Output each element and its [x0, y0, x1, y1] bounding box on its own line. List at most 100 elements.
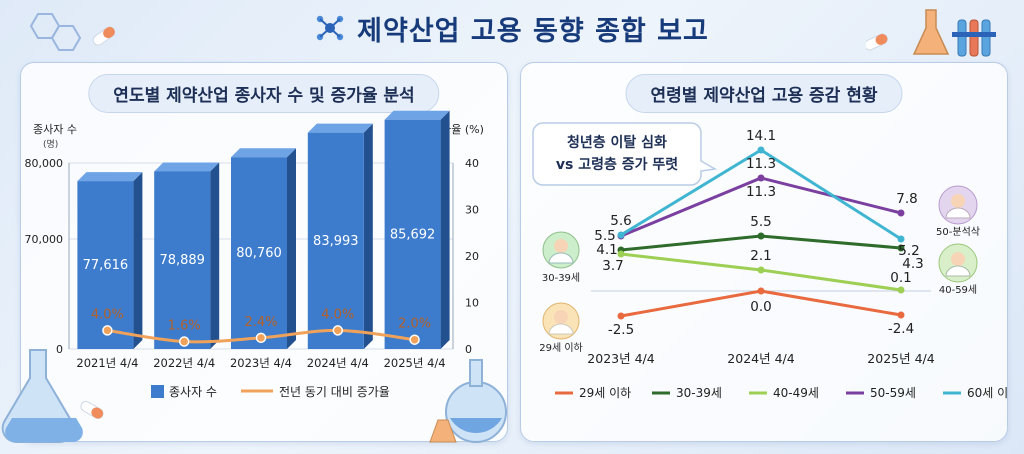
bar-group: 80,760 [231, 148, 296, 349]
avatar-30-39: 30-39세 [542, 231, 580, 284]
age-panel: 연령별 제약산업 고용 증감 현황 청년층 이탈 심화 vs 고령층 증가 뚜렷… [520, 62, 1008, 442]
extra-value-label: 11.3 [746, 156, 776, 172]
x-tick-label: 2025년 4/4 [867, 351, 934, 366]
bar-side [133, 172, 143, 349]
series-point [757, 146, 765, 154]
y-left-unit: (명) [43, 139, 58, 150]
age-series-lines: -2.50.0-2.44.15.54.33.72.10.15.511.3 7.85… [594, 128, 923, 338]
bar-value-label: 83,993 [313, 234, 359, 249]
y-left-tick: 0 [56, 343, 63, 356]
round-flask-icon [429, 359, 507, 443]
y-right-tick: 40 [465, 157, 479, 170]
series-value-label: 4.3 [902, 256, 923, 272]
bar-value-label: 85,692 [390, 227, 436, 242]
bar [154, 171, 211, 349]
bar-top [154, 162, 220, 172]
series-value-label: 11.3 [746, 184, 776, 200]
y-left-label: 종사자 수 [33, 123, 77, 136]
y-left-tick: 80,000 [25, 157, 64, 170]
age-x-axis: 2023년 4/4 2024년 4/4 2025년 4/4 [587, 351, 934, 366]
x-tick-label: 2023년 4/4 [230, 356, 292, 370]
legend-line-label: 전년 동기 대비 증가율 [279, 385, 390, 399]
left-legend: 종사자 수 전년 동기 대비 증가율 [151, 385, 390, 399]
growth-value-label: 4.0% [91, 307, 124, 322]
bar-value-label: 80,760 [236, 246, 282, 261]
legend-item: 50-59세 [846, 386, 916, 400]
page-title: 제약산업 고용 동향 종합 보고 [357, 15, 709, 47]
series-point [897, 209, 905, 217]
series-point [617, 250, 625, 258]
y-right-tick: 0 [465, 343, 472, 356]
employment-panel-title: 연도별 제약산업 종사자 수 및 증가율 분석 [88, 74, 440, 113]
series-point [897, 235, 905, 243]
growth-point [332, 325, 344, 336]
legend-label: 50-59세 [870, 386, 916, 400]
series-point [757, 174, 765, 182]
bar-group: 78,889 [154, 162, 220, 349]
series-value-label: 4.1 [596, 242, 617, 258]
x-tick-label: 2024년 4/4 [307, 356, 369, 370]
growth-value-label: 2.0% [398, 317, 431, 332]
growth-value-label: 1.6% [168, 319, 201, 334]
x-tick-label: 2025년 4/4 [384, 356, 446, 370]
y-right-tick: 30 [465, 204, 479, 217]
growth-value-label: 4.0% [321, 307, 354, 322]
legend-bar-label: 종사자 수 [169, 385, 217, 399]
growth-value-label: 2.4% [244, 315, 277, 330]
series-60세 이상: 5.6 14.1 5.2 [610, 128, 919, 259]
series-point [897, 311, 905, 319]
x-tick-label: 2022년 4/4 [153, 356, 215, 370]
bar-value-label: 77,616 [83, 258, 129, 273]
age-chart: 청년층 이탈 심화 vs 고령층 증가 뚜렷 -2.5 0.0 -2.4 4.15.5… [532, 122, 1007, 400]
molecule-icon [316, 15, 344, 41]
hexagon-molecule-icon [29, 13, 116, 51]
growth-point [178, 336, 190, 347]
employment-panel: 연도별 제약산업 종사자 수 및 증가율 분석 종사자 수 (명) 증가율 (%… [20, 62, 508, 442]
bar-side [210, 162, 220, 349]
series-value-label: -2.4 [888, 321, 914, 337]
series-40-49세: 3.7 2.1 0.1 [602, 248, 912, 294]
series-value-label: 3.7 [602, 258, 623, 274]
bar-top [231, 148, 296, 158]
series-value-label: 0.0 [750, 299, 771, 315]
series-50-59세: 5.5 11.3 7.8 [594, 174, 918, 244]
title-bar: 제약산업 고용 동향 종합 보고 [0, 6, 1024, 50]
badge-40-59: 40-59세 [939, 284, 977, 296]
avatar-50-59: 50-분석삭 [936, 185, 980, 238]
x-tick-label: 2023년 4/4 [587, 351, 654, 366]
growth-point [255, 332, 267, 344]
bar-top [77, 172, 143, 182]
series-point [757, 232, 765, 240]
series-value-label: 2.1 [750, 248, 771, 264]
y-left-tick: 70,000 [25, 233, 64, 246]
series-value-label: 5.5 [594, 228, 615, 244]
series-point [757, 287, 765, 295]
series-29세 이하: -2.5 0.0 -2.4 [608, 287, 914, 338]
badge-29-under: 29세 이하 [539, 341, 583, 354]
bar [307, 132, 364, 349]
callout: 청년층 이탈 심화 vs 고령층 증가 뚜렷 [532, 122, 718, 186]
age-legend: 29세 이하 30-39세 40-49세 50-59세 60세 이상 [555, 386, 1007, 400]
legend-label: 60세 이상 [967, 386, 1007, 400]
series-value-label: -2.5 [608, 322, 634, 338]
series-point [617, 231, 625, 239]
legend-item: 60세 이상 [943, 386, 1007, 400]
flask-icon [1, 349, 104, 443]
bar-top [384, 110, 450, 120]
series-value-label: 14.1 [746, 128, 776, 144]
legend-bar-swatch [151, 385, 164, 398]
series-30-39세: 4.15.5 4.3 [596, 214, 923, 272]
bar-group: 85,692 [384, 110, 450, 349]
series-point [757, 266, 765, 274]
x-tick-label: 2024년 4/4 [727, 351, 794, 366]
bar-side [440, 110, 450, 349]
legend-label: 30-39세 [676, 386, 722, 400]
age-panel-title: 연령별 제약산업 고용 증감 현황 [625, 74, 903, 113]
employment-chart: 종사자 수 (명) 증가율 (%) 070,00080,000010203040… [25, 110, 484, 399]
series-value-label: 7.8 [896, 191, 917, 207]
badge-30-39: 30-39세 [542, 272, 580, 284]
legend-item: 30-39세 [652, 386, 722, 400]
avatar-29-under: 29세 이하 [539, 302, 583, 354]
badge-50-59: 50-분석삭 [936, 226, 980, 238]
series-value-label: 0.1 [890, 270, 911, 286]
